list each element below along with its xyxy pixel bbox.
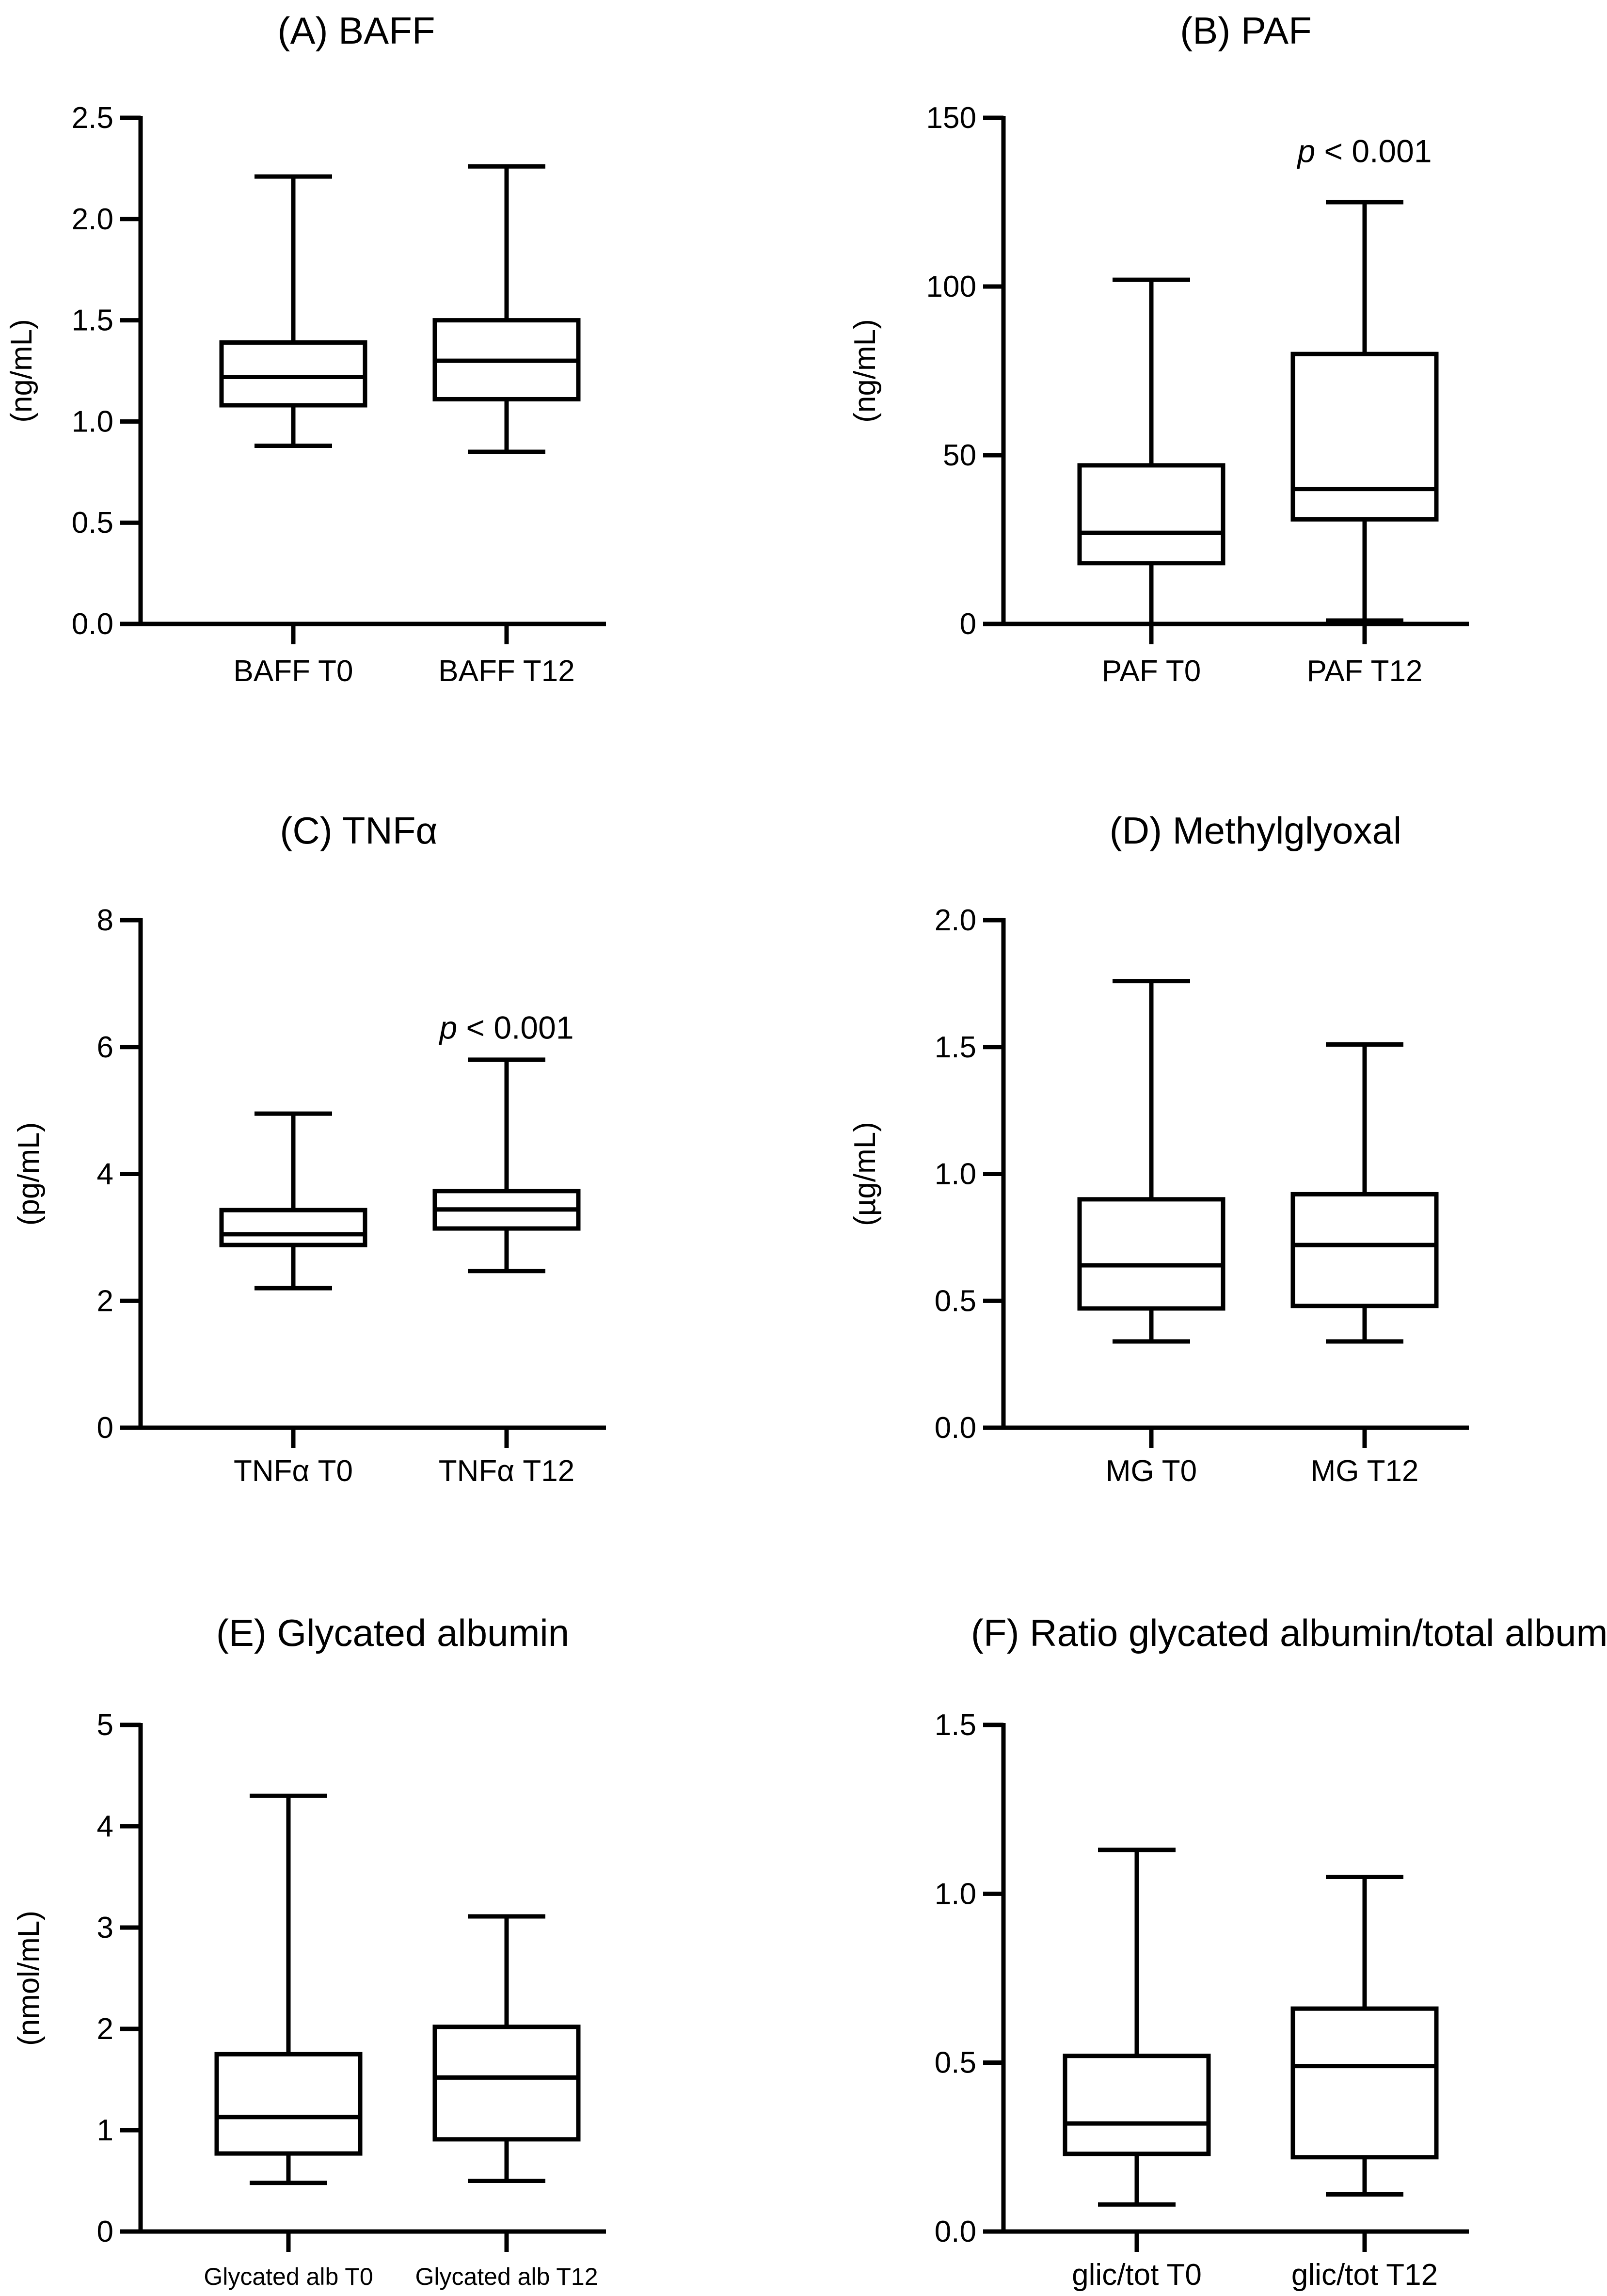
y-tick-label: 0 [960, 607, 976, 641]
box-plot-1 [219, 174, 367, 448]
x-tick-label: TNFα T12 [439, 1454, 574, 1488]
p-value-text: < 0.001 [457, 1009, 573, 1045]
x-tick-label: BAFF T0 [234, 654, 353, 688]
y-tick-label: 1.5 [935, 1708, 976, 1742]
box-plot-1 [1063, 1848, 1211, 2207]
iqr-box [1290, 351, 1439, 522]
y-tick-label: 0 [97, 1411, 113, 1445]
y-tick-label: 1.5 [935, 1031, 976, 1064]
y-tick-label: 1.5 [72, 304, 113, 337]
y-tick-label: 1.0 [935, 1877, 976, 1911]
y-tick-label: 1 [97, 2114, 113, 2147]
y-tick-label: 6 [97, 1031, 113, 1064]
box-plot-2 [432, 164, 581, 454]
y-axis-label: (ng/mL) [5, 319, 38, 423]
x-tick-label: PAF T0 [1102, 654, 1201, 688]
box-plot-2 [1290, 200, 1439, 623]
y-tick-label: 0.0 [935, 2215, 976, 2248]
y-tick-label: 0.5 [72, 506, 113, 540]
chart-title: (F) Ratio glycated albumin/total albumin [971, 1611, 1607, 1654]
p-symbol: p [1296, 133, 1315, 169]
iqr-box [219, 340, 367, 408]
y-tick-label: 5 [97, 1708, 113, 1742]
box-plot-2 [1290, 1042, 1439, 1344]
y-tick-label: 2.0 [72, 203, 113, 236]
box-plot-2 [432, 1057, 581, 1274]
y-tick-label: 1.0 [72, 405, 113, 438]
y-axis-label: (nmol/mL) [12, 1911, 46, 2046]
chart-title: (A) BAFF [278, 9, 435, 52]
y-tick-label: 2.5 [72, 101, 113, 135]
y-tick-label: 2 [97, 2012, 113, 2046]
x-tick-label: MG T0 [1106, 1454, 1197, 1488]
box-plot-1 [219, 1111, 367, 1291]
box-plot-1 [214, 1793, 363, 2185]
chart-panel-5: (E) Glycated albumin (nmol/mL) 0 1 2 3 4 5 Glyca… [12, 1611, 606, 2290]
box-plot-2 [1290, 1875, 1439, 2197]
chart-panel-2: (B) PAF (ng/mL) 0 50 100 150 PAF T0 PAF T12 p < … [848, 9, 1469, 688]
y-tick-label: 0.0 [72, 607, 113, 641]
y-tick-label: 2.0 [935, 904, 976, 937]
y-tick-label: 1.0 [935, 1158, 976, 1191]
box-plot-2 [432, 1914, 581, 2183]
y-tick-label: 3 [97, 1911, 113, 1945]
box-plot-1 [1077, 277, 1225, 626]
x-tick-label: Glycated alb T12 [415, 2263, 598, 2290]
p-value-annotation: p < 0.001 [438, 1009, 573, 1045]
chart-title: (B) PAF [1180, 9, 1312, 52]
chart-title: (E) Glycated albumin [216, 1611, 569, 1654]
iqr-box [432, 2025, 581, 2142]
iqr-box [214, 2052, 363, 2156]
iqr-box [1077, 463, 1225, 566]
chart-title: (D) Methylglyoxal [1110, 809, 1401, 852]
y-axis-label: (ng/mL) [848, 319, 882, 423]
x-tick-label: PAF T12 [1307, 654, 1423, 688]
chart-panel-3: (C) TNFα (pg/mL) 0 2 4 6 8 TNFα T0 TNFα T12 p < 0… [12, 809, 606, 1488]
y-tick-label: 0.5 [935, 1284, 976, 1318]
chart-panel-1: (A) BAFF (ng/mL) 0.0 0.5 1.0 1.5 2.0 2.5 BAFF T0… [5, 9, 606, 688]
x-tick-label: glic/tot T12 [1291, 2258, 1438, 2292]
y-tick-label: 100 [926, 270, 976, 303]
y-tick-label: 0 [97, 2215, 113, 2248]
y-tick-label: 4 [97, 1158, 113, 1191]
y-axis-label: (pg/mL) [12, 1122, 46, 1226]
y-tick-label: 150 [926, 101, 976, 135]
p-value-annotation: p < 0.001 [1296, 133, 1432, 169]
chart-title: (C) TNFα [280, 809, 437, 852]
x-tick-label: MG T12 [1311, 1454, 1419, 1488]
y-tick-label: 4 [97, 1810, 113, 1843]
x-tick-label: BAFF T12 [438, 654, 574, 688]
chart-panel-4: (D) Methylglyoxal (µg/mL) 0.0 0.5 1.0 1.5 2.0 M… [848, 809, 1469, 1488]
p-value-text: < 0.001 [1315, 133, 1432, 169]
iqr-box [1077, 1197, 1225, 1311]
chart-panel-6: (F) Ratio glycated albumin/total albumin… [935, 1611, 1607, 2292]
x-tick-label: TNFα T0 [234, 1454, 353, 1488]
y-tick-label: 0.0 [935, 1411, 976, 1445]
y-tick-label: 50 [943, 439, 976, 472]
p-symbol: p [438, 1009, 457, 1045]
iqr-box [219, 1208, 367, 1247]
y-axis-label: (µg/mL) [848, 1122, 882, 1226]
box-plot-1 [1077, 979, 1225, 1344]
y-tick-label: 8 [97, 904, 113, 937]
iqr-box [1063, 2054, 1211, 2156]
x-tick-label: Glycated alb T0 [204, 2263, 373, 2290]
y-tick-label: 0.5 [935, 2046, 976, 2080]
y-tick-label: 2 [97, 1284, 113, 1318]
iqr-box [1290, 2006, 1439, 2160]
x-tick-label: glic/tot T0 [1072, 2258, 1202, 2292]
iqr-box [1290, 1192, 1439, 1308]
